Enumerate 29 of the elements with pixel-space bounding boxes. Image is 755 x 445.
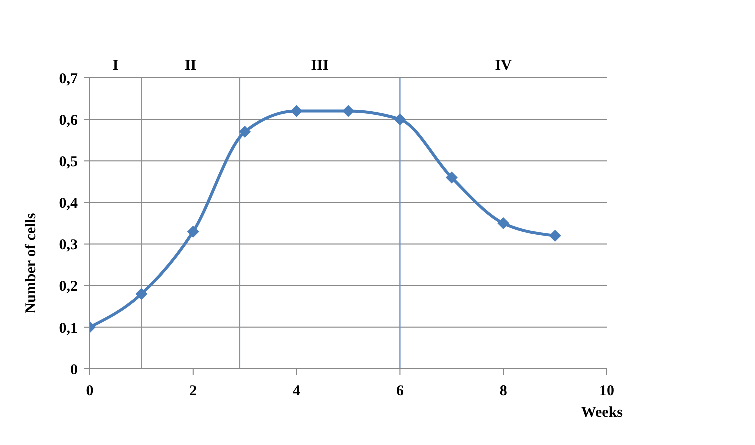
x-tick-label: 0 [86,384,94,400]
x-tick-label: 8 [500,384,508,400]
y-tick-label: 0,2 [59,279,78,296]
point [446,172,458,184]
y-tick-label: 0 [70,362,78,378]
point [136,288,148,300]
point [187,226,200,238]
y-tick-label: 0,1 [59,320,78,337]
x-tick-label: 4 [293,384,302,400]
y-tick-label: 0,6 [59,112,78,129]
x-axis-title: Weeks [581,405,624,421]
y-axis-title: Number of cells [23,213,40,314]
text: III [311,58,329,74]
point [290,105,303,118]
y-tick-label: 0,7 [59,71,78,88]
point [342,105,354,118]
text: IV [495,58,512,74]
point [394,114,406,126]
x-tick-label: 2 [190,384,198,400]
y-tick-label: 0,3 [59,238,78,254]
point [498,218,510,230]
point [549,230,562,242]
x-tick-label: 6 [396,384,404,400]
y-tick-label: 0,4 [59,196,78,212]
x-tick-label: 10 [600,384,614,400]
point [239,126,252,138]
text: II [184,58,197,74]
text: I [112,58,119,74]
y-tick-label: 0,5 [59,154,78,170]
